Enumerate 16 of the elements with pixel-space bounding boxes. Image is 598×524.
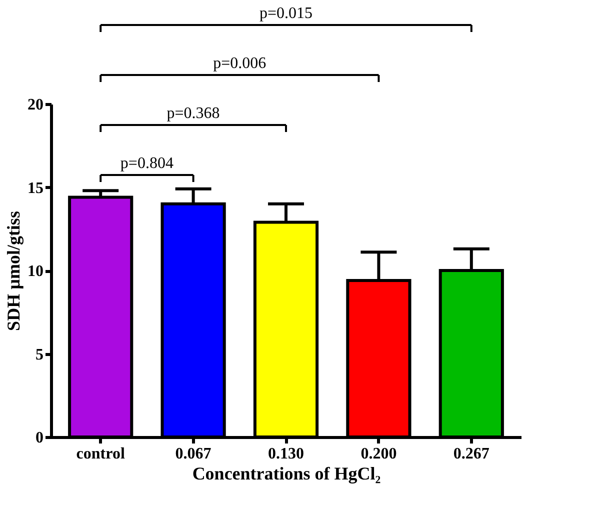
y-tick-label: 20 (28, 96, 44, 114)
x-tick-label: 0.130 (268, 446, 304, 462)
x-tick-label: 0.267 (453, 446, 490, 462)
annotation: p=0.804 (120, 155, 174, 172)
annotation: p=0.368 (166, 105, 220, 122)
y-tick-label: 15 (28, 180, 44, 197)
x-axis-title: Concentrations of HgCl₂ (192, 464, 381, 484)
y-axis-title: SDH µmol/gtiss (4, 211, 24, 331)
y-tick-label: 5 (36, 346, 44, 364)
text: p=0.015 (259, 5, 313, 22)
x-tick-label: 0.200 (360, 446, 397, 462)
x-tick-label: control (76, 446, 126, 462)
text: p=0.006 (213, 55, 266, 72)
y-tick-label: 0 (36, 430, 44, 446)
y-tick-label: 10 (28, 263, 44, 280)
x-tick-label: 0.067 (175, 446, 212, 462)
